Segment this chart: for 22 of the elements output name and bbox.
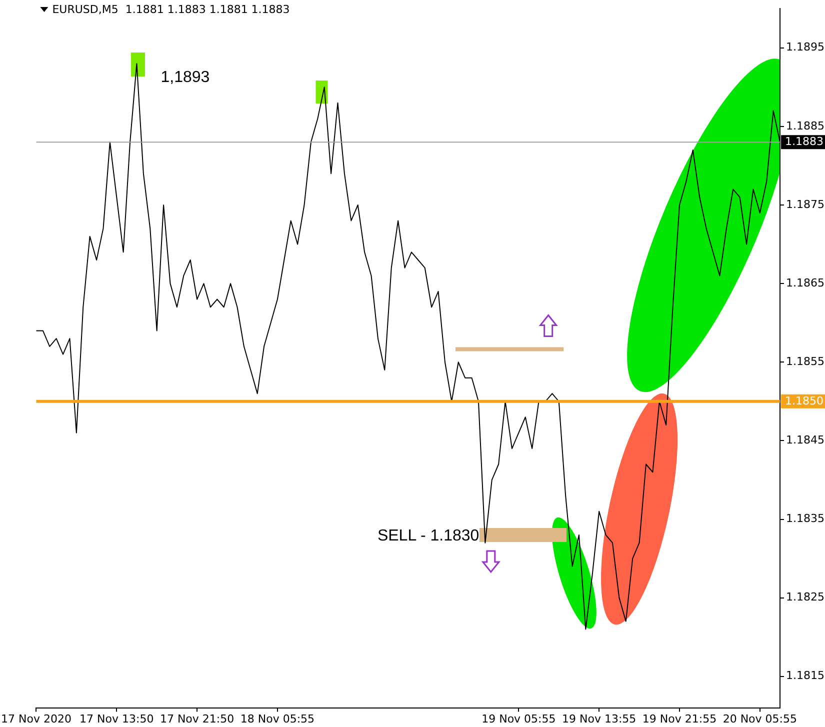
x-tick-label: 19 Nov 13:55 [562,712,636,726]
y-tick-label: 1.1865 [786,276,824,290]
y-tick-label: 1.1855 [786,354,824,368]
x-tick-label: 18 Nov 05:55 [240,712,315,726]
y-tick-label: 1.1825 [786,590,824,604]
ref-line-label: 1.1883 [785,135,824,148]
y-tick-label: 1.1845 [786,434,824,447]
x-tick-label: 17 Nov 13:50 [80,712,154,726]
y-tick-label: 1.1895 [786,40,824,54]
ref-line-label: 1.1850 [785,394,824,408]
x-tick-label: 20 Nov 05:55 [722,712,797,726]
x-tick-label: 17 Nov 21:50 [160,712,234,726]
annotation: 1,1893 [160,68,210,86]
annotation: SELL - 1.1830 [377,527,480,544]
y-tick-label: 1.1885 [786,119,824,132]
y-tick-label: 1.1815 [786,669,824,682]
y-tick-label: 1.1835 [786,512,824,526]
y-tick-label: 1.1875 [786,198,824,211]
x-tick-label: 19 Nov 21:55 [642,712,717,726]
x-tick-label: 19 Nov 05:55 [482,712,556,726]
x-tick-label: 17 Nov 2020 [1,712,72,726]
chart-title: EURUSD,M5 1.1881 1.1883 1.1881 1.1883 [52,2,290,16]
